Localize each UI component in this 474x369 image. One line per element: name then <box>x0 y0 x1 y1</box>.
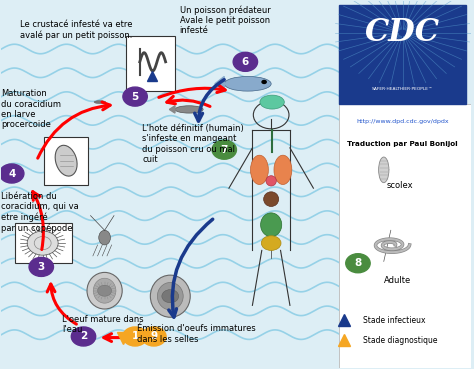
Circle shape <box>29 258 54 276</box>
Ellipse shape <box>274 155 292 184</box>
Text: L'oeuf mature dans
l'eau: L'oeuf mature dans l'eau <box>63 314 144 334</box>
Ellipse shape <box>157 282 183 310</box>
Circle shape <box>71 327 96 346</box>
FancyBboxPatch shape <box>126 36 175 91</box>
Ellipse shape <box>264 192 279 207</box>
Text: 3: 3 <box>37 262 45 272</box>
Ellipse shape <box>379 157 389 183</box>
Circle shape <box>0 164 24 183</box>
Circle shape <box>27 231 58 255</box>
Text: Un poisson prédateur
Avale le petit poisson
infesté: Un poisson prédateur Avale le petit pois… <box>180 5 271 35</box>
Circle shape <box>123 87 147 106</box>
Ellipse shape <box>261 236 281 251</box>
Text: SAFER·HEALTHIER·PEOPLE™: SAFER·HEALTHIER·PEOPLE™ <box>372 87 433 91</box>
Text: 6: 6 <box>242 57 249 67</box>
Ellipse shape <box>224 76 271 91</box>
Ellipse shape <box>94 101 106 104</box>
Text: i: i <box>157 74 158 79</box>
Text: Libération du
coracidium, qui va
etre ingéré
par un copépode: Libération du coracidium, qui va etre in… <box>1 192 79 233</box>
Ellipse shape <box>150 275 190 317</box>
Text: Maturation
du coracidium
en larve
procercoide: Maturation du coracidium en larve procer… <box>1 89 62 130</box>
Polygon shape <box>215 76 224 91</box>
Circle shape <box>346 254 370 273</box>
Circle shape <box>261 80 267 84</box>
Circle shape <box>162 290 179 303</box>
Text: L'hote définitif (humain)
s'infeste en mangeant
du poisson cru ou mal
cuit: L'hote définitif (humain) s'infeste en m… <box>142 124 244 164</box>
Ellipse shape <box>175 106 203 113</box>
Ellipse shape <box>260 95 284 109</box>
Circle shape <box>233 52 257 71</box>
Text: 4: 4 <box>8 169 15 179</box>
FancyBboxPatch shape <box>44 137 88 184</box>
FancyBboxPatch shape <box>339 104 471 368</box>
Ellipse shape <box>87 272 122 309</box>
Ellipse shape <box>99 230 110 245</box>
Text: Stade diagnostique: Stade diagnostique <box>363 336 437 345</box>
Circle shape <box>142 327 166 346</box>
Text: 7: 7 <box>220 145 228 155</box>
Text: Le crustacé infesté va etre
avalé par un petit poisson.: Le crustacé infesté va etre avalé par un… <box>20 20 133 40</box>
Text: 9: 9 <box>150 331 157 341</box>
Text: scolex: scolex <box>386 181 413 190</box>
Text: http://www.dpd.cdc.gov/dpdx: http://www.dpd.cdc.gov/dpdx <box>356 118 449 124</box>
Text: 8: 8 <box>355 258 362 268</box>
Text: 5: 5 <box>131 92 139 101</box>
Ellipse shape <box>93 278 116 303</box>
Text: Émission d'oeufs immatures
dans les selles: Émission d'oeufs immatures dans les sell… <box>137 324 256 344</box>
Text: Stade infectieux: Stade infectieux <box>363 315 425 324</box>
Circle shape <box>123 327 147 346</box>
Ellipse shape <box>261 213 282 237</box>
Ellipse shape <box>266 176 276 186</box>
Ellipse shape <box>251 155 268 184</box>
FancyBboxPatch shape <box>339 104 471 368</box>
Polygon shape <box>169 106 175 113</box>
Circle shape <box>98 285 112 296</box>
Ellipse shape <box>55 145 77 176</box>
Text: CDC: CDC <box>365 17 440 48</box>
Text: 1: 1 <box>131 331 139 341</box>
Text: Adulte: Adulte <box>384 276 411 285</box>
FancyBboxPatch shape <box>16 223 72 263</box>
Circle shape <box>212 140 237 159</box>
FancyBboxPatch shape <box>339 5 466 104</box>
Text: 2: 2 <box>80 331 87 341</box>
Text: Traduction par Paul Bonijol: Traduction par Paul Bonijol <box>347 141 458 146</box>
